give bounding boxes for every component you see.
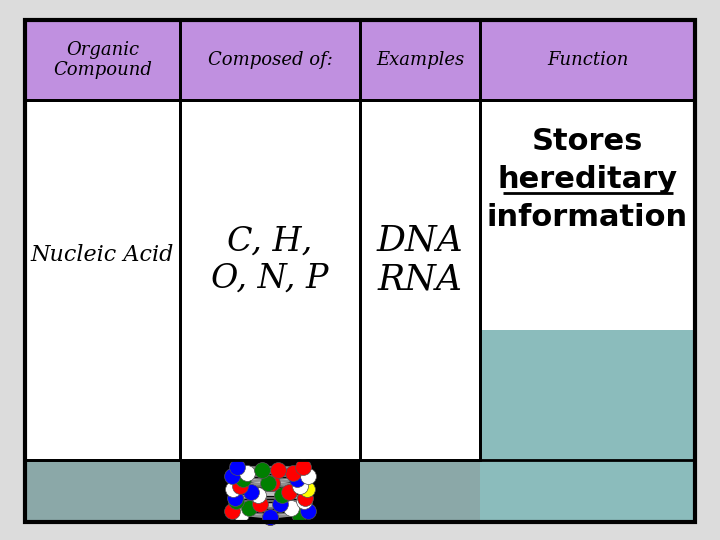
Point — [274, 500, 286, 509]
Point — [226, 472, 238, 481]
Point — [276, 491, 288, 500]
Point — [264, 512, 276, 521]
Point — [254, 500, 266, 509]
FancyBboxPatch shape — [25, 460, 695, 522]
Point — [264, 512, 276, 521]
Text: Composed of:: Composed of: — [207, 51, 333, 69]
Point — [230, 497, 242, 505]
FancyBboxPatch shape — [180, 460, 360, 522]
Point — [302, 472, 314, 481]
Point — [227, 507, 238, 515]
Point — [294, 481, 306, 490]
FancyBboxPatch shape — [480, 100, 695, 460]
Point — [241, 469, 253, 477]
Point — [287, 469, 299, 477]
Point — [283, 488, 294, 496]
Point — [297, 463, 309, 471]
Text: hereditary: hereditary — [498, 165, 678, 194]
Point — [231, 463, 243, 471]
FancyBboxPatch shape — [360, 100, 480, 460]
Point — [262, 478, 274, 487]
Point — [257, 465, 269, 474]
Point — [271, 465, 283, 474]
Text: C, H,
O, N, P: C, H, O, N, P — [211, 226, 329, 294]
Text: DNA
RNA: DNA RNA — [377, 224, 464, 296]
FancyBboxPatch shape — [360, 20, 480, 100]
Point — [302, 484, 313, 493]
Point — [285, 503, 297, 512]
Point — [246, 488, 257, 496]
FancyBboxPatch shape — [25, 100, 180, 460]
Text: information: information — [487, 204, 688, 233]
Text: Stores: Stores — [532, 127, 643, 157]
FancyBboxPatch shape — [25, 20, 180, 100]
FancyBboxPatch shape — [180, 20, 360, 100]
Point — [298, 497, 310, 505]
Point — [293, 510, 305, 518]
Text: Examples: Examples — [376, 51, 464, 69]
Text: Function: Function — [546, 51, 628, 69]
Point — [235, 510, 247, 518]
Point — [300, 494, 311, 503]
FancyBboxPatch shape — [480, 330, 695, 522]
FancyBboxPatch shape — [180, 100, 360, 460]
Text: Organic
Compound: Organic Compound — [53, 40, 152, 79]
Point — [227, 484, 238, 493]
Point — [291, 475, 302, 484]
Point — [243, 503, 255, 512]
Point — [234, 481, 246, 490]
Point — [302, 507, 313, 515]
Text: Nucleic Acid: Nucleic Acid — [31, 244, 174, 266]
Point — [238, 475, 249, 484]
Point — [229, 494, 240, 503]
Point — [252, 491, 264, 500]
FancyBboxPatch shape — [480, 20, 695, 100]
Point — [266, 478, 278, 487]
